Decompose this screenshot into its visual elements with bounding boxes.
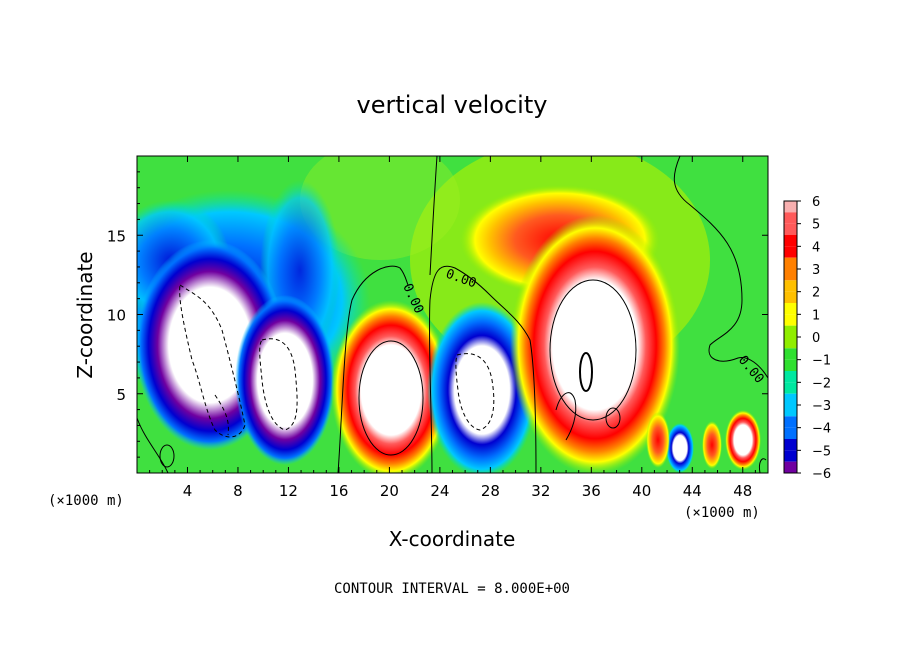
updraft-cell-20 xyxy=(331,300,451,473)
colorbar-swatch xyxy=(784,257,797,269)
colorbar-label: 2 xyxy=(812,286,820,301)
colorbar-swatch xyxy=(784,461,797,473)
colorbar-label: −3 xyxy=(812,399,831,414)
colorbar-label: −6 xyxy=(812,467,831,482)
x-unit-left: (×1000 m) xyxy=(48,493,124,509)
colorbar-swatch xyxy=(784,348,797,360)
colorbar-swatch xyxy=(784,246,797,258)
x-axis-label: X-coordinate xyxy=(389,527,516,551)
chart-title: vertical velocity xyxy=(357,91,548,119)
colorbar: 6 5 4 3 2 1 0 −1 −2 −3 −4 −5 −6 xyxy=(783,195,831,482)
heatmap-field xyxy=(137,156,768,473)
colorbar-swatch xyxy=(784,325,797,337)
colorbar-swatch xyxy=(784,405,797,417)
x-unit-right: (×1000 m) xyxy=(684,505,760,521)
colorbar-swatch xyxy=(784,427,797,439)
colorbar-swatch xyxy=(784,280,797,292)
colorbar-swatch xyxy=(784,303,797,315)
colorbar-swatch xyxy=(784,359,797,371)
colorbar-label: 0 xyxy=(812,331,820,346)
y-tick-label: 15 xyxy=(107,227,126,245)
x-tick-label: 28 xyxy=(481,482,500,500)
colorbar-swatch xyxy=(784,314,797,326)
colorbar-label: −4 xyxy=(812,422,831,437)
colorbar-swatch xyxy=(784,212,797,224)
x-tick-label: 36 xyxy=(582,482,601,500)
x-tick-label: 4 xyxy=(183,482,193,500)
zero-contour-middle xyxy=(428,265,537,473)
colorbar-swatch xyxy=(784,439,797,451)
y-axis: 5 10 15 xyxy=(107,171,768,458)
x-tick-label: 12 xyxy=(279,482,298,500)
x-tick-label: 44 xyxy=(683,482,702,500)
updraft-cell-36 xyxy=(510,215,680,473)
colorbar-swatch xyxy=(784,450,797,462)
x-tick-label: 24 xyxy=(430,482,449,500)
y-axis-label: Z-coordinate xyxy=(73,251,97,378)
colorbar-label: 4 xyxy=(812,240,820,255)
colorbar-swatch xyxy=(784,235,797,247)
colorbar-label: −2 xyxy=(812,376,831,391)
x-tick-label: 48 xyxy=(733,482,752,500)
x-tick-label: 16 xyxy=(329,482,348,500)
x-tick-label: 8 xyxy=(233,482,243,500)
contour-interval-note: CONTOUR INTERVAL = 8.000E+00 xyxy=(334,581,570,597)
downdraft-cell-27 xyxy=(427,302,537,473)
colorbar-label: −5 xyxy=(812,444,831,459)
colorbar-swatch xyxy=(784,416,797,428)
colorbar-swatch xyxy=(784,291,797,303)
y-tick-label: 10 xyxy=(107,307,126,325)
colorbar-label: 1 xyxy=(812,308,820,323)
contour-lines xyxy=(137,156,768,473)
x-tick-label: 20 xyxy=(380,482,399,500)
colorbar-label: 5 xyxy=(812,218,820,233)
colorbar-label: −1 xyxy=(812,354,831,369)
zero-contour-left xyxy=(337,265,409,473)
y-tick-label: 5 xyxy=(116,386,126,404)
colorbar-label: 3 xyxy=(812,263,820,278)
x-tick-label: 40 xyxy=(632,482,651,500)
colorbar-label: 6 xyxy=(812,195,820,210)
x-tick-label: 32 xyxy=(531,482,550,500)
colorbar-swatch xyxy=(784,223,797,235)
colorbar-swatch xyxy=(784,337,797,349)
colorbar-swatch xyxy=(784,269,797,281)
colorbar-swatch xyxy=(784,382,797,394)
colorbar-swatch xyxy=(784,201,797,213)
x-axis: 4 8 12 16 20 24 28 32 36 40 44 48 xyxy=(149,156,756,500)
colorbar-swatch xyxy=(784,371,797,383)
colorbar-swatch xyxy=(784,393,797,405)
